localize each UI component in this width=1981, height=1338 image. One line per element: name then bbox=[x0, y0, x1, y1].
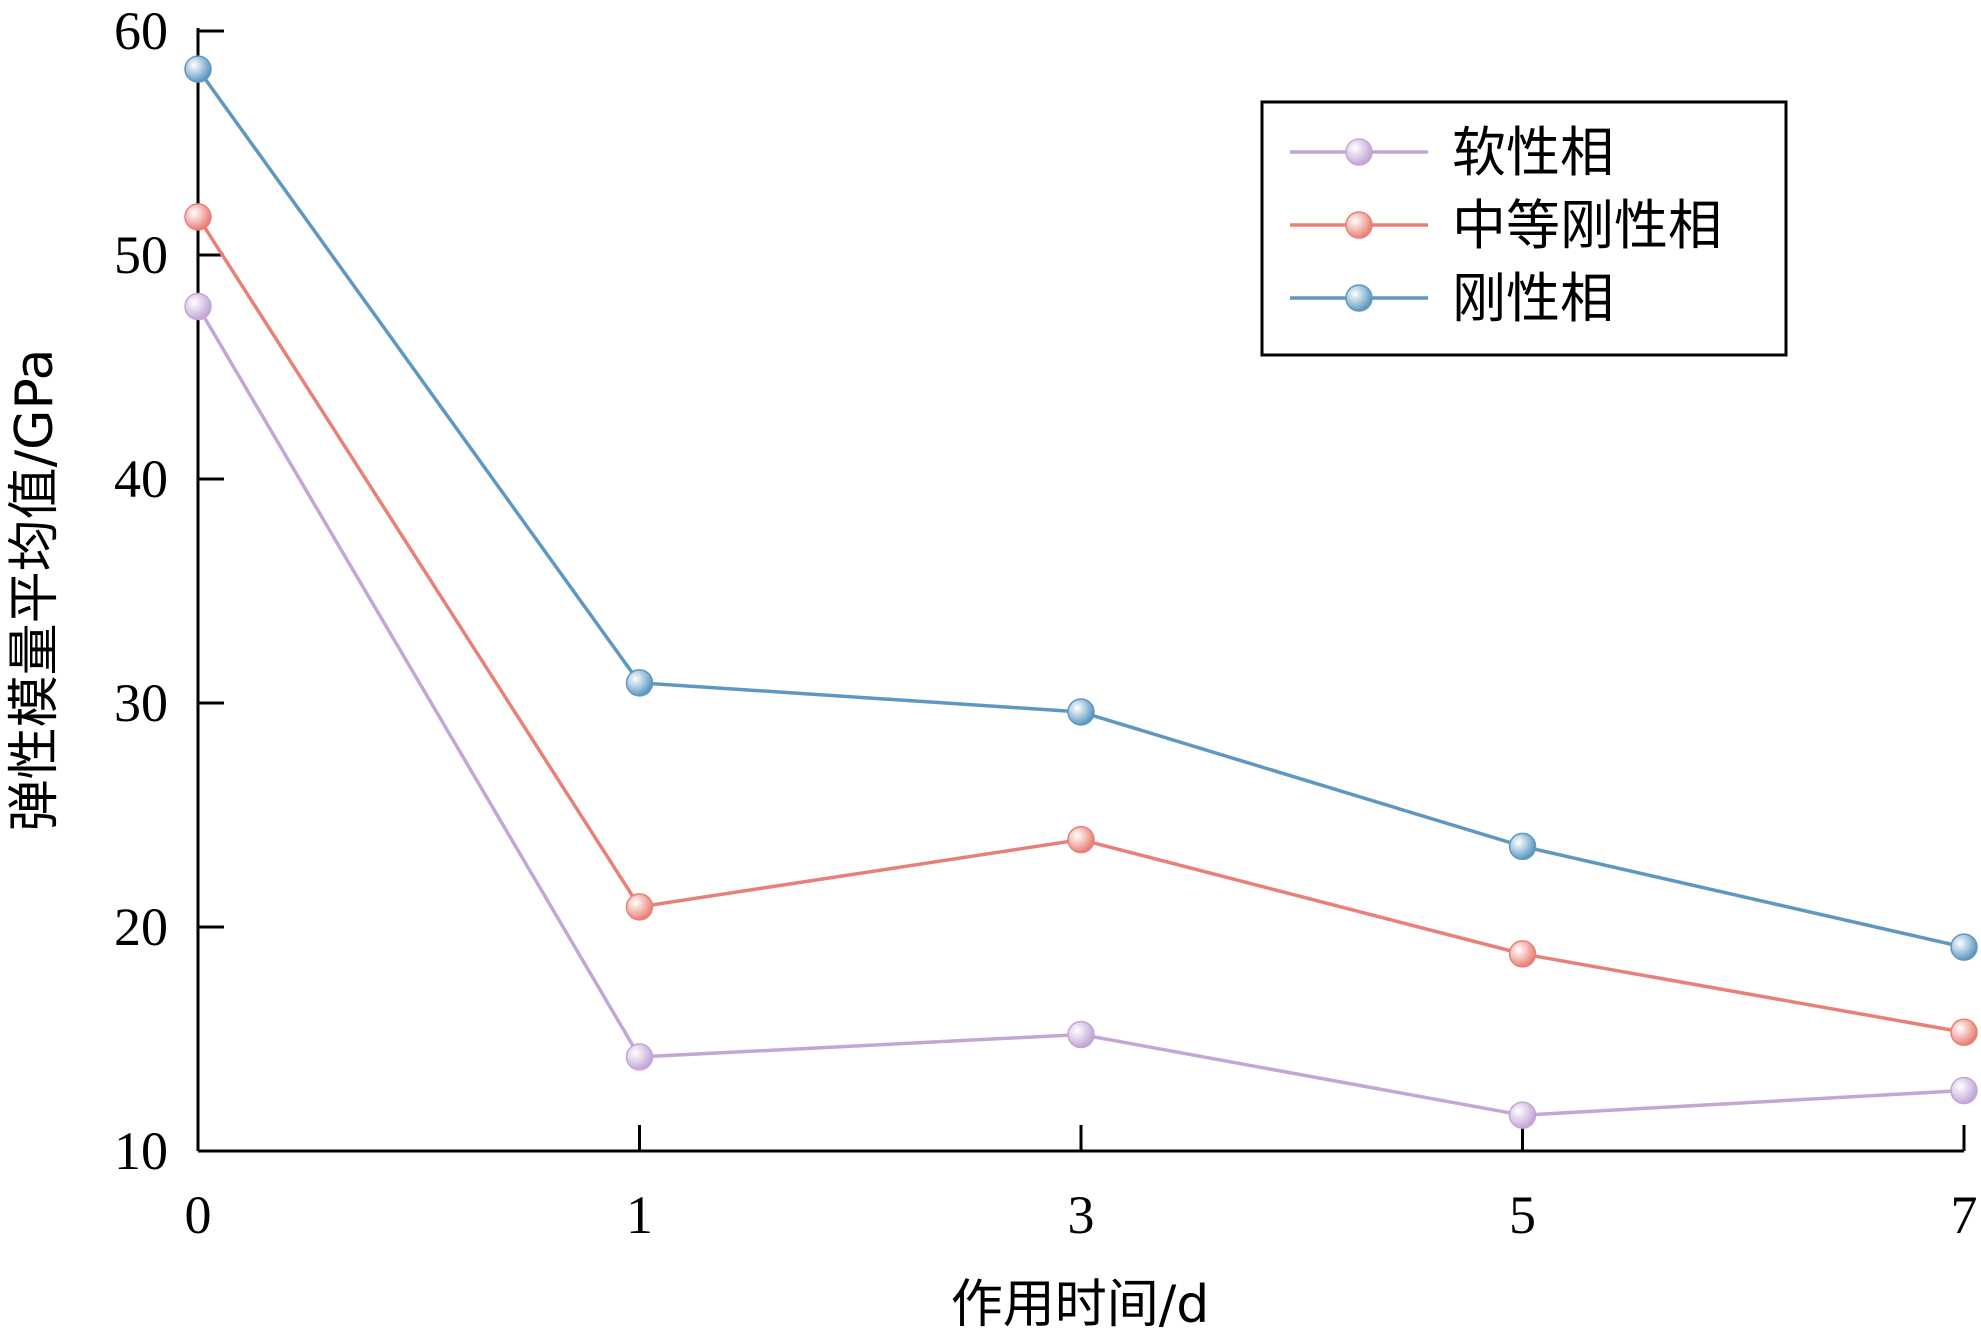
data-point bbox=[625, 669, 654, 697]
legend-marker bbox=[1345, 284, 1373, 312]
data-point bbox=[625, 1043, 654, 1071]
data-point bbox=[184, 292, 212, 321]
data-point bbox=[1067, 825, 1095, 854]
x-axis-title: 作用时间/d bbox=[951, 1275, 1210, 1335]
data-point bbox=[1950, 1018, 1978, 1047]
series-0 bbox=[184, 292, 1978, 1129]
y-tick-label: 50 bbox=[114, 225, 168, 285]
series-2 bbox=[184, 55, 1978, 961]
series-1 bbox=[184, 203, 1978, 1047]
y-axis-title: 弹性模量平均值/GPa bbox=[5, 349, 65, 832]
y-tick-label: 20 bbox=[114, 897, 168, 957]
data-point bbox=[184, 55, 212, 83]
data-point bbox=[1508, 832, 1537, 861]
legend-marker bbox=[1345, 138, 1373, 166]
legend-item: 软性相 bbox=[1290, 121, 1614, 184]
legend-label: 软性相 bbox=[1452, 121, 1614, 184]
x-tick-label: 1 bbox=[626, 1185, 653, 1245]
legend-label: 中等刚性相 bbox=[1452, 194, 1722, 257]
x-tick-label: 0 bbox=[185, 1185, 212, 1245]
data-point bbox=[1508, 940, 1537, 968]
x-ticks: 0 1 3 5 7 bbox=[185, 1125, 1978, 1245]
legend-item: 中等刚性相 bbox=[1290, 194, 1722, 257]
legend-item: 刚性相 bbox=[1290, 267, 1614, 330]
legend-label: 刚性相 bbox=[1452, 267, 1614, 330]
y-tick-label: 10 bbox=[114, 1121, 168, 1181]
data-point bbox=[1508, 1101, 1537, 1129]
x-tick-label: 5 bbox=[1509, 1185, 1536, 1245]
y-tick-label: 60 bbox=[114, 1, 168, 61]
x-tick-label: 7 bbox=[1951, 1185, 1978, 1245]
data-point bbox=[625, 893, 654, 921]
data-point bbox=[1950, 933, 1978, 961]
y-tick-label: 40 bbox=[114, 449, 168, 509]
data-point bbox=[1950, 1076, 1978, 1105]
data-point bbox=[1067, 698, 1095, 726]
data-point bbox=[184, 203, 212, 231]
series-layer bbox=[184, 55, 1978, 1129]
y-ticks: 10 20 30 40 50 60 bbox=[114, 1, 224, 1181]
x-tick-label: 3 bbox=[1068, 1185, 1095, 1245]
data-point bbox=[1067, 1020, 1095, 1049]
legend-marker bbox=[1345, 211, 1373, 239]
y-tick-label: 30 bbox=[114, 673, 168, 733]
